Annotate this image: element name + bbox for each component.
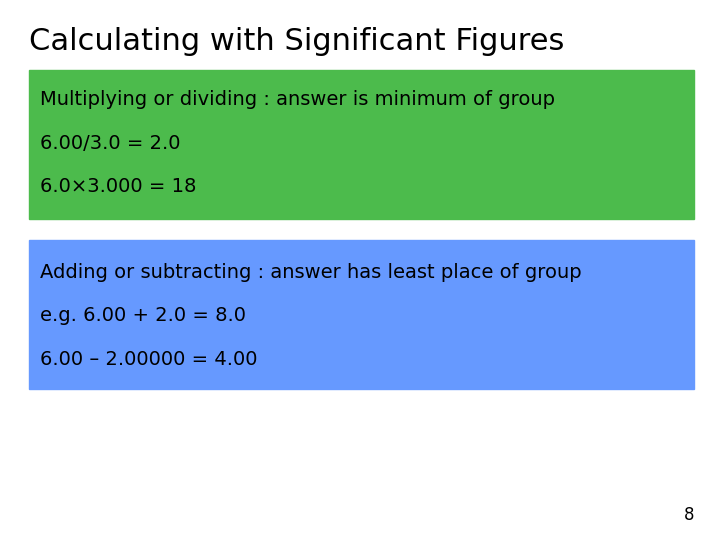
Text: 6.00/3.0 = 2.0: 6.00/3.0 = 2.0 — [40, 133, 180, 153]
FancyBboxPatch shape — [29, 240, 694, 389]
Text: e.g. 6.00 + 2.0 = 8.0: e.g. 6.00 + 2.0 = 8.0 — [40, 306, 246, 326]
Text: Multiplying or dividing : answer is minimum of group: Multiplying or dividing : answer is mini… — [40, 90, 554, 110]
Text: Adding or subtracting : answer has least place of group: Adding or subtracting : answer has least… — [40, 263, 581, 282]
FancyBboxPatch shape — [29, 70, 694, 219]
Text: 6.0×3.000 = 18: 6.0×3.000 = 18 — [40, 177, 196, 196]
Text: 8: 8 — [684, 506, 695, 524]
Text: Calculating with Significant Figures: Calculating with Significant Figures — [29, 27, 564, 56]
Text: 6.00 – 2.00000 = 4.00: 6.00 – 2.00000 = 4.00 — [40, 349, 257, 369]
